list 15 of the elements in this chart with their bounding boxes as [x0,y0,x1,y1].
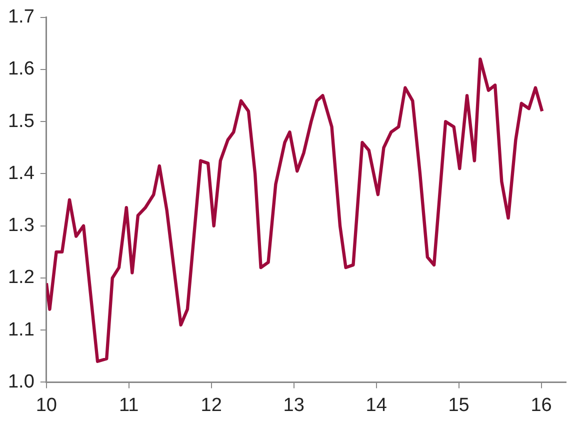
y-tick-label: 1.2 [8,267,34,288]
y-tick-label: 1.0 [8,371,34,392]
x-tick-label: 13 [283,394,304,416]
x-tick-label: 16 [530,394,552,416]
y-tick-label: 1.6 [8,58,34,80]
y-tick-label: 1.1 [8,319,34,340]
x-tick-label: 14 [366,394,388,416]
y-tick-label: 1.3 [8,215,34,236]
y-tick-label: 1.7 [8,6,34,28]
y-tick-label: 1.4 [8,162,35,184]
x-tick-label: 11 [119,394,139,416]
x-tick-label: 12 [200,394,222,416]
y-tick-label: 1.5 [8,110,34,132]
x-tick-label: 15 [448,394,470,416]
x-tick-label: 10 [36,394,57,416]
